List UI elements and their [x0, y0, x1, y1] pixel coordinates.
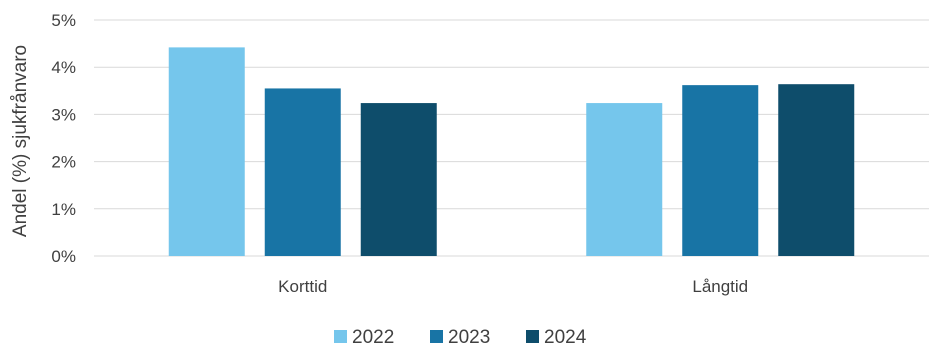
category-labels: Korttid Långtid — [278, 277, 748, 296]
legend-label: 2022 — [352, 327, 394, 346]
category-label: Korttid — [278, 277, 327, 296]
bars — [168, 47, 855, 257]
y-tick-label: 1% — [51, 200, 76, 219]
legend: 2022 2023 2024 — [334, 327, 587, 346]
y-tick-label: 0% — [51, 247, 76, 266]
legend-swatch-2023 — [430, 330, 443, 343]
y-tick-label: 5% — [51, 11, 76, 30]
bar-2022-korttid — [168, 47, 245, 256]
legend-label: 2024 — [544, 327, 587, 346]
bar-2023-korttid — [264, 88, 341, 256]
bar-2024-långtid — [778, 84, 855, 256]
bar-2022-långtid — [586, 103, 663, 257]
y-tick-label: 2% — [51, 153, 76, 172]
y-tick-label: 4% — [51, 58, 76, 77]
category-label: Långtid — [692, 277, 748, 296]
y-tick-labels: 0% 1% 2% 3% 4% 5% — [51, 11, 76, 266]
legend-label: 2023 — [448, 327, 490, 346]
y-tick-label: 3% — [51, 105, 76, 124]
y-axis-title: Andel (%) sjukfrånvaro — [10, 45, 31, 237]
legend-swatch-2024 — [526, 330, 539, 343]
bar-2024-korttid — [360, 103, 437, 257]
legend-swatch-2022 — [334, 330, 347, 343]
bar-2023-långtid — [682, 85, 759, 256]
